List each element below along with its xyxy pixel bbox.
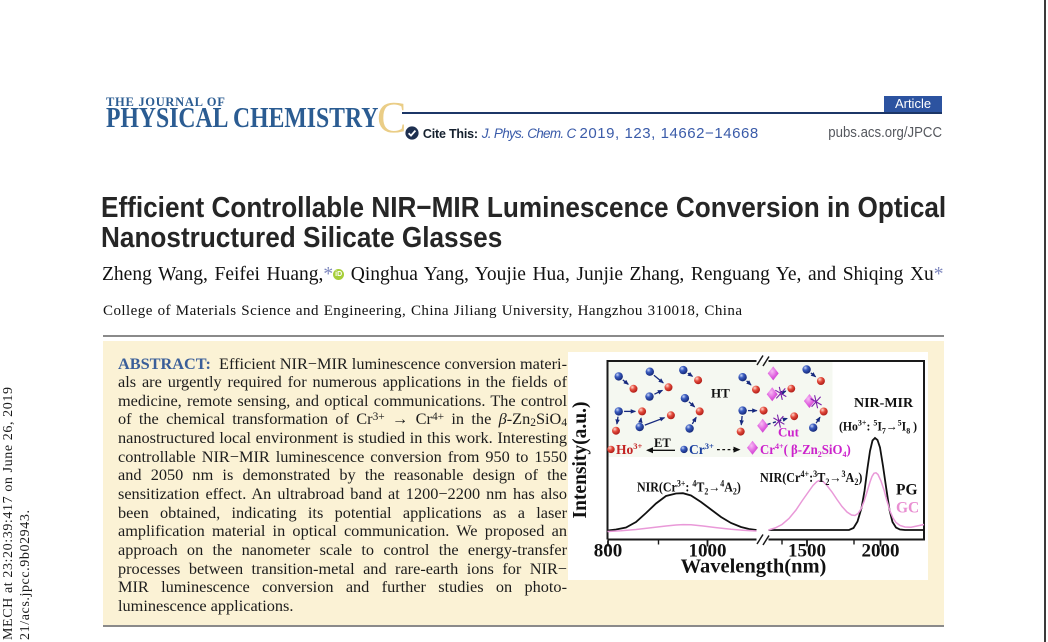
svg-text:2000: 2000 (862, 541, 900, 562)
svg-text:Cut: Cut (778, 425, 800, 440)
svg-text:(Ho3+: 5I7→5I8 ): (Ho3+: 5I7→5I8 ) (839, 418, 917, 435)
svg-text:NIR(Cr3+: 4T2→4A2): NIR(Cr3+: 4T2→4A2) (637, 478, 741, 497)
svg-text:Cr4+( β-Zn2SiO4): Cr4+( β-Zn2SiO4) (760, 442, 851, 459)
svg-text:1500: 1500 (788, 541, 826, 562)
svg-text:NIR-MIR: NIR-MIR (854, 396, 914, 411)
svg-text:NIR(Cr4+:3T2→3A2): NIR(Cr4+:3T2→3A2) (760, 469, 862, 488)
svg-text:800: 800 (594, 541, 623, 562)
svg-text:Intensity(a.u.): Intensity(a.u.) (571, 401, 591, 518)
svg-text:PG: PG (896, 482, 918, 499)
svg-text:1000: 1000 (689, 541, 727, 562)
svg-text:ET: ET (654, 436, 671, 450)
svg-text:Wavelength(nm): Wavelength(nm) (681, 556, 827, 578)
svg-text:HT: HT (711, 386, 730, 401)
svg-text:GC: GC (896, 500, 919, 517)
